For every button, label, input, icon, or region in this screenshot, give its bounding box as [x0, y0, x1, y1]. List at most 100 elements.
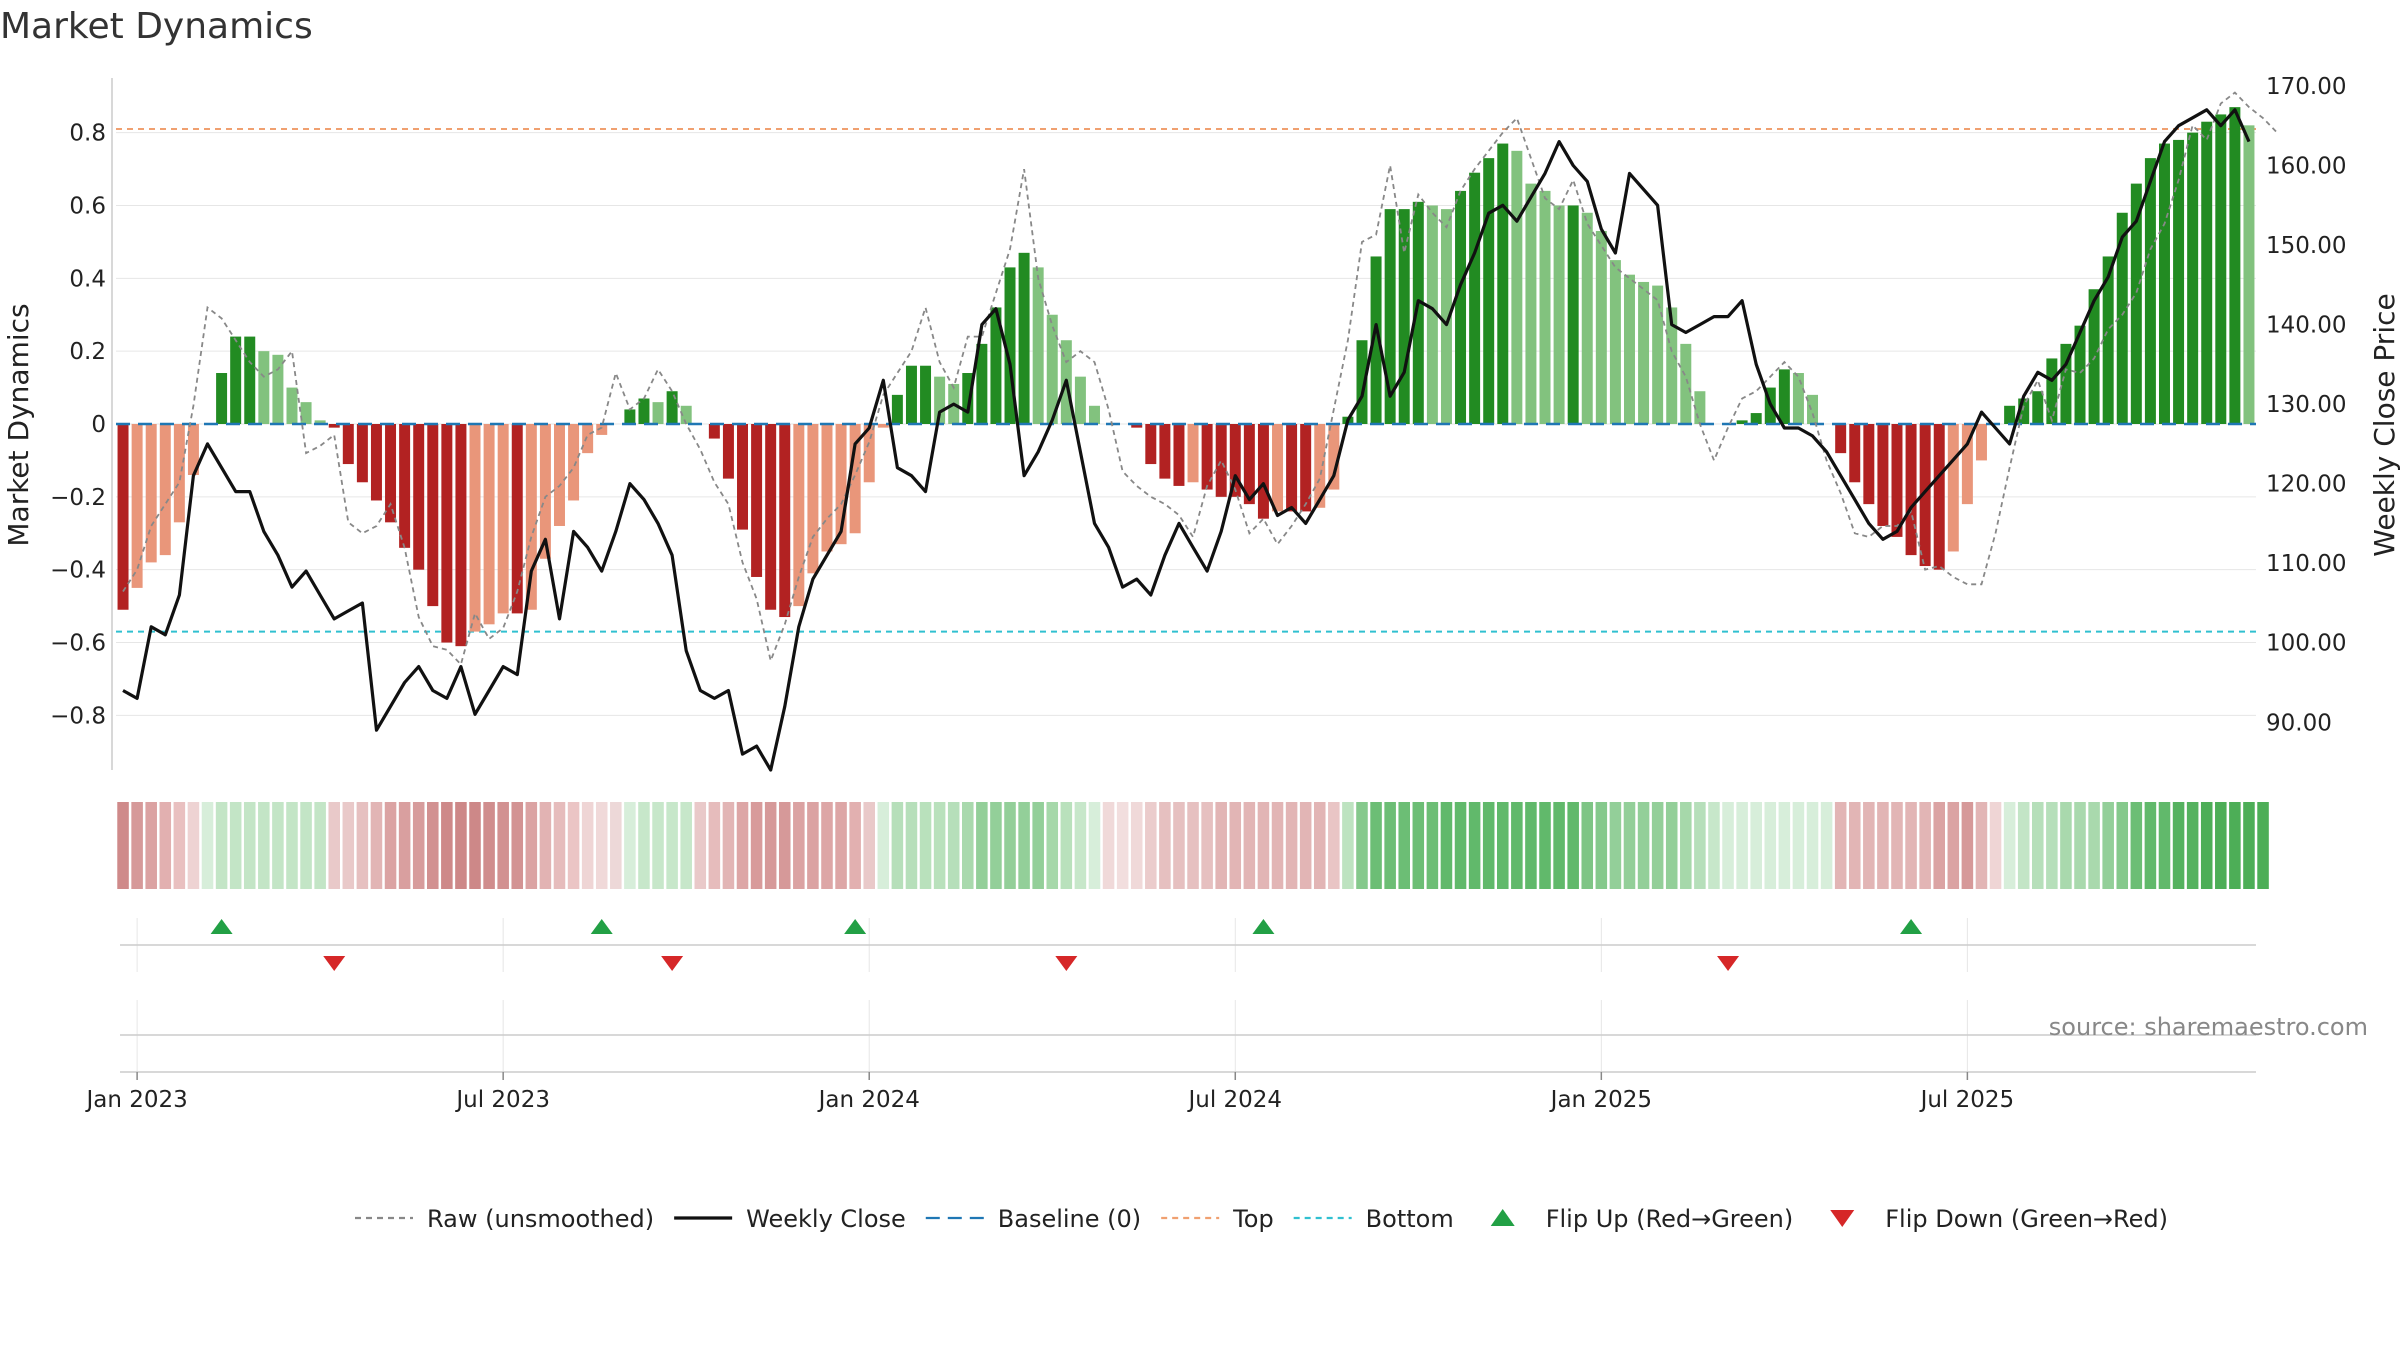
- regime-cell: [1384, 802, 1396, 889]
- regime-cell: [300, 802, 312, 889]
- regime-cell: [342, 802, 355, 889]
- dynamics-bar: [1412, 201, 1424, 424]
- regime-cell: [1328, 802, 1340, 889]
- dynamics-bar: [1778, 369, 1790, 424]
- regime-cell: [1285, 802, 1298, 889]
- dynamics-bar: [652, 402, 664, 424]
- regime-cell: [483, 802, 495, 889]
- dynamics-bar: [1145, 424, 1157, 465]
- regime-cell: [2060, 802, 2072, 889]
- series-lines: [116, 91, 2278, 772]
- regime-cell: [821, 802, 833, 889]
- dynamics-bar: [1581, 212, 1593, 424]
- regime-cell: [2200, 802, 2213, 889]
- dynamics-bar: [666, 391, 678, 424]
- regime-cell: [595, 802, 608, 889]
- x-tick-label: Jul 2024: [1186, 1087, 1282, 1113]
- y-tick-label: −0.2: [50, 485, 106, 511]
- dynamics-bar: [244, 336, 256, 424]
- regime-cell: [1511, 802, 1523, 889]
- regime-cell: [610, 802, 622, 889]
- regime-cell: [1834, 802, 1847, 889]
- dynamics-bar: [370, 424, 382, 501]
- y2-tick-label: 140.00: [2266, 313, 2346, 339]
- dynamics-bar: [779, 424, 791, 618]
- regime-cell: [567, 802, 580, 889]
- regime-cell: [1412, 802, 1425, 889]
- source-note: source: sharemaestro.com: [2049, 1013, 2368, 1041]
- dynamics-bar: [821, 424, 833, 552]
- regime-cell: [1159, 802, 1171, 889]
- y2-tick-label: 170.00: [2266, 74, 2346, 100]
- legend-item: Raw (unsmoothed): [355, 1205, 654, 1233]
- regime-cell: [2088, 802, 2100, 889]
- dynamics-bar: [1567, 205, 1579, 424]
- regime-cell: [1257, 802, 1270, 889]
- x-tick-label: Jan 2024: [817, 1087, 920, 1113]
- regime-cell: [1595, 802, 1608, 889]
- dynamics-bar: [1314, 424, 1326, 508]
- regime-cell: [962, 802, 974, 889]
- y-tick-label: 0.2: [69, 339, 106, 365]
- dynamics-bar: [1286, 424, 1298, 512]
- legend-item: Weekly Close: [674, 1205, 906, 1233]
- regime-cell: [1173, 802, 1185, 889]
- flip-down-marker: [661, 956, 684, 971]
- dynamics-bar: [258, 351, 270, 424]
- dynamics-bar: [568, 424, 580, 501]
- regime-cell: [1229, 802, 1242, 889]
- regime-cell: [1398, 802, 1410, 889]
- regime-cell: [1722, 802, 1734, 889]
- dynamics-bar: [2187, 132, 2199, 424]
- regime-cell: [863, 802, 875, 889]
- dynamics-bar: [1511, 150, 1523, 424]
- dynamics-bar: [2243, 125, 2255, 425]
- dynamics-bar: [1497, 143, 1509, 424]
- regime-cell: [2186, 802, 2199, 889]
- dynamics-bar: [1961, 424, 1973, 505]
- regime-cell: [1792, 802, 1805, 889]
- dynamics-bar: [1750, 413, 1762, 424]
- regime-cell: [497, 802, 509, 889]
- regime-cell: [2172, 802, 2185, 889]
- dynamics-bar: [385, 424, 397, 523]
- regime-cell: [1426, 802, 1439, 889]
- regime-cell: [145, 802, 157, 889]
- dynamics-bar: [891, 394, 903, 424]
- regime-cell: [694, 802, 707, 889]
- regime-cell: [272, 802, 284, 889]
- regime-cell: [976, 802, 988, 889]
- regime-cell: [2102, 802, 2114, 889]
- dynamics-bar: [455, 424, 467, 647]
- dynamics-bar: [1863, 424, 1875, 505]
- dynamics-bar: [511, 424, 523, 614]
- regime-cell: [1919, 802, 1931, 889]
- regime-cell: [1947, 802, 1960, 889]
- dynamics-bar: [1807, 394, 1819, 424]
- dynamics-bar: [2032, 391, 2044, 424]
- regime-cell: [328, 802, 340, 889]
- dynamics-bar: [877, 424, 889, 428]
- regime-cell: [652, 802, 664, 889]
- dynamics-bar: [117, 424, 129, 610]
- y-tick-label: 0.8: [69, 121, 106, 147]
- regime-cell: [1567, 802, 1579, 889]
- regime-cell: [1088, 802, 1101, 889]
- dynamics-bar: [1088, 405, 1100, 424]
- y2-tick-label: 130.00: [2266, 392, 2346, 418]
- regime-cell: [919, 802, 932, 889]
- x-tick-label: Jan 2025: [1549, 1087, 1652, 1113]
- regime-cell: [412, 802, 425, 889]
- regime-cell: [638, 802, 650, 889]
- y-tick-label: −0.6: [50, 631, 106, 657]
- dynamics-bar: [483, 424, 495, 625]
- dynamics-bar: [638, 398, 650, 424]
- flip-down-marker: [1717, 956, 1740, 971]
- dynamics-bar: [300, 402, 312, 424]
- regime-cell: [1440, 802, 1453, 889]
- dynamics-bar: [1173, 424, 1185, 486]
- y-axis-label: Market Dynamics: [2, 303, 35, 546]
- regime-cell: [1736, 802, 1748, 889]
- regime-cell: [2074, 802, 2086, 889]
- dynamics-bar: [342, 424, 354, 465]
